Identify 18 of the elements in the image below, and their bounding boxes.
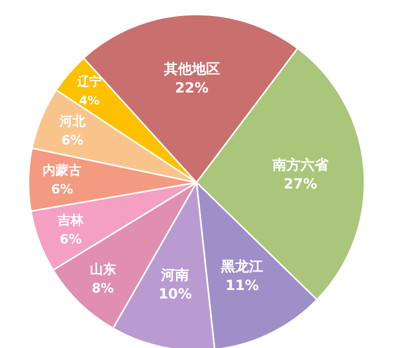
- slice-label: 南方六省: [271, 156, 330, 174]
- data-label: 4%: [79, 94, 100, 108]
- slice-label: 内蒙古: [42, 162, 82, 179]
- slice-label: 吉林: [56, 213, 85, 228]
- slice-label: 河北: [58, 114, 86, 130]
- slice-label: 其他地区: [162, 61, 220, 78]
- data-label: 6%: [61, 133, 84, 148]
- data-label: 11%: [225, 278, 259, 294]
- slice-label: 辽宁: [76, 74, 102, 89]
- slice-label: 河南: [160, 267, 190, 284]
- data-label: 6%: [60, 232, 82, 248]
- data-label: 8%: [92, 281, 114, 296]
- slice-label: 山东: [90, 261, 116, 278]
- data-label: 22%: [175, 80, 209, 96]
- slice-label: 黑龙江: [220, 259, 264, 276]
- data-label: 27%: [284, 176, 318, 193]
- data-label: 10%: [158, 286, 192, 302]
- data-label: 6%: [51, 182, 74, 198]
